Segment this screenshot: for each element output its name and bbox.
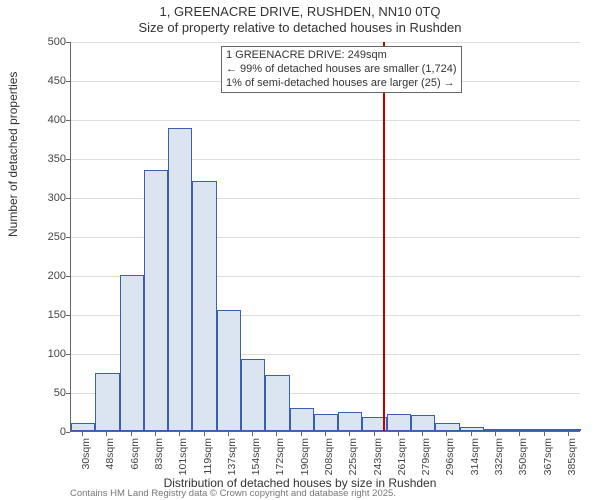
ytick-mark (66, 198, 70, 199)
xtick-mark (568, 432, 569, 436)
xtick-label: 350sqm (517, 438, 529, 482)
xtick-label: 279sqm (420, 438, 432, 482)
histogram-bar (168, 128, 192, 431)
xtick-mark (374, 432, 375, 436)
gridline-h (71, 120, 580, 121)
xtick-label: 172sqm (274, 438, 286, 482)
ytick-mark (66, 393, 70, 394)
reference-line (383, 42, 385, 431)
xtick-mark (228, 432, 229, 436)
xtick-mark (446, 432, 447, 436)
ytick-label: 200 (32, 270, 66, 282)
histogram-bar (314, 414, 338, 431)
ytick-label: 150 (32, 309, 66, 321)
ytick-label: 350 (32, 153, 66, 165)
histogram-bar (241, 359, 265, 431)
xtick-label: 83sqm (153, 438, 165, 482)
ytick-mark (66, 315, 70, 316)
xtick-label: 30sqm (80, 438, 92, 482)
histogram-bar (460, 427, 484, 431)
xtick-label: 314sqm (469, 438, 481, 482)
histogram-bar (192, 181, 216, 431)
xtick-mark (325, 432, 326, 436)
xtick-label: 119sqm (202, 438, 214, 482)
ytick-label: 100 (32, 348, 66, 360)
xtick-label: 243sqm (372, 438, 384, 482)
xtick-label: 208sqm (323, 438, 335, 482)
xtick-mark (155, 432, 156, 436)
chart-title-line2: Size of property relative to detached ho… (0, 20, 600, 35)
xtick-label: 48sqm (104, 438, 116, 482)
xtick-mark (204, 432, 205, 436)
annotation-box: 1 GREENACRE DRIVE: 249sqm← 99% of detach… (221, 46, 462, 93)
plot-area: 1 GREENACRE DRIVE: 249sqm← 99% of detach… (70, 42, 580, 432)
annotation-line3: 1% of semi-detached houses are larger (2… (226, 77, 457, 91)
credits: Contains HM Land Registry data © Crown c… (70, 488, 433, 500)
histogram-bar (411, 415, 435, 431)
xtick-mark (544, 432, 545, 436)
xtick-mark (276, 432, 277, 436)
ytick-mark (66, 276, 70, 277)
xtick-label: 296sqm (444, 438, 456, 482)
ytick-label: 50 (32, 387, 66, 399)
xtick-mark (252, 432, 253, 436)
ytick-label: 450 (32, 75, 66, 87)
histogram-bar (557, 429, 581, 431)
credits-line1: Contains HM Land Registry data © Crown c… (70, 488, 433, 499)
xtick-mark (422, 432, 423, 436)
histogram-bar (508, 429, 532, 431)
xtick-label: 66sqm (129, 438, 141, 482)
histogram-bar (484, 429, 508, 431)
ytick-mark (66, 237, 70, 238)
ytick-mark (66, 159, 70, 160)
ytick-mark (66, 81, 70, 82)
xtick-label: 154sqm (250, 438, 262, 482)
xtick-label: 367sqm (542, 438, 554, 482)
ytick-label: 0 (32, 426, 66, 438)
xtick-label: 225sqm (347, 438, 359, 482)
histogram-bar (435, 423, 459, 431)
xtick-mark (106, 432, 107, 436)
ytick-mark (66, 120, 70, 121)
annotation-line1: 1 GREENACRE DRIVE: 249sqm (226, 49, 457, 63)
xtick-mark (349, 432, 350, 436)
ytick-mark (66, 432, 70, 433)
xtick-label: 385sqm (566, 438, 578, 482)
annotation-line2: ← 99% of detached houses are smaller (1,… (226, 63, 457, 77)
histogram-bar (217, 310, 241, 431)
ytick-label: 500 (32, 36, 66, 48)
xtick-label: 101sqm (177, 438, 189, 482)
histogram-bar (265, 375, 289, 431)
xtick-mark (82, 432, 83, 436)
ytick-mark (66, 42, 70, 43)
histogram-bar (290, 408, 314, 431)
xtick-mark (495, 432, 496, 436)
xtick-label: 137sqm (226, 438, 238, 482)
ytick-label: 300 (32, 192, 66, 204)
histogram-bar (120, 275, 144, 431)
ytick-mark (66, 354, 70, 355)
xtick-mark (301, 432, 302, 436)
chart-title-line1: 1, GREENACRE DRIVE, RUSHDEN, NN10 0TQ (0, 4, 600, 19)
histogram-bar (144, 170, 168, 431)
histogram-bar (71, 423, 95, 431)
gridline-h (71, 42, 580, 43)
xtick-mark (519, 432, 520, 436)
ytick-label: 400 (32, 114, 66, 126)
histogram-bar (532, 429, 556, 431)
xtick-label: 261sqm (396, 438, 408, 482)
xtick-label: 190sqm (299, 438, 311, 482)
xtick-mark (471, 432, 472, 436)
y-axis-label: Number of detached properties (6, 72, 20, 237)
ytick-label: 250 (32, 231, 66, 243)
xtick-mark (179, 432, 180, 436)
xtick-mark (398, 432, 399, 436)
histogram-bar (95, 373, 119, 432)
xtick-label: 332sqm (493, 438, 505, 482)
histogram-bar (387, 414, 411, 431)
xtick-mark (131, 432, 132, 436)
gridline-h (71, 159, 580, 160)
histogram-bar (338, 412, 362, 432)
